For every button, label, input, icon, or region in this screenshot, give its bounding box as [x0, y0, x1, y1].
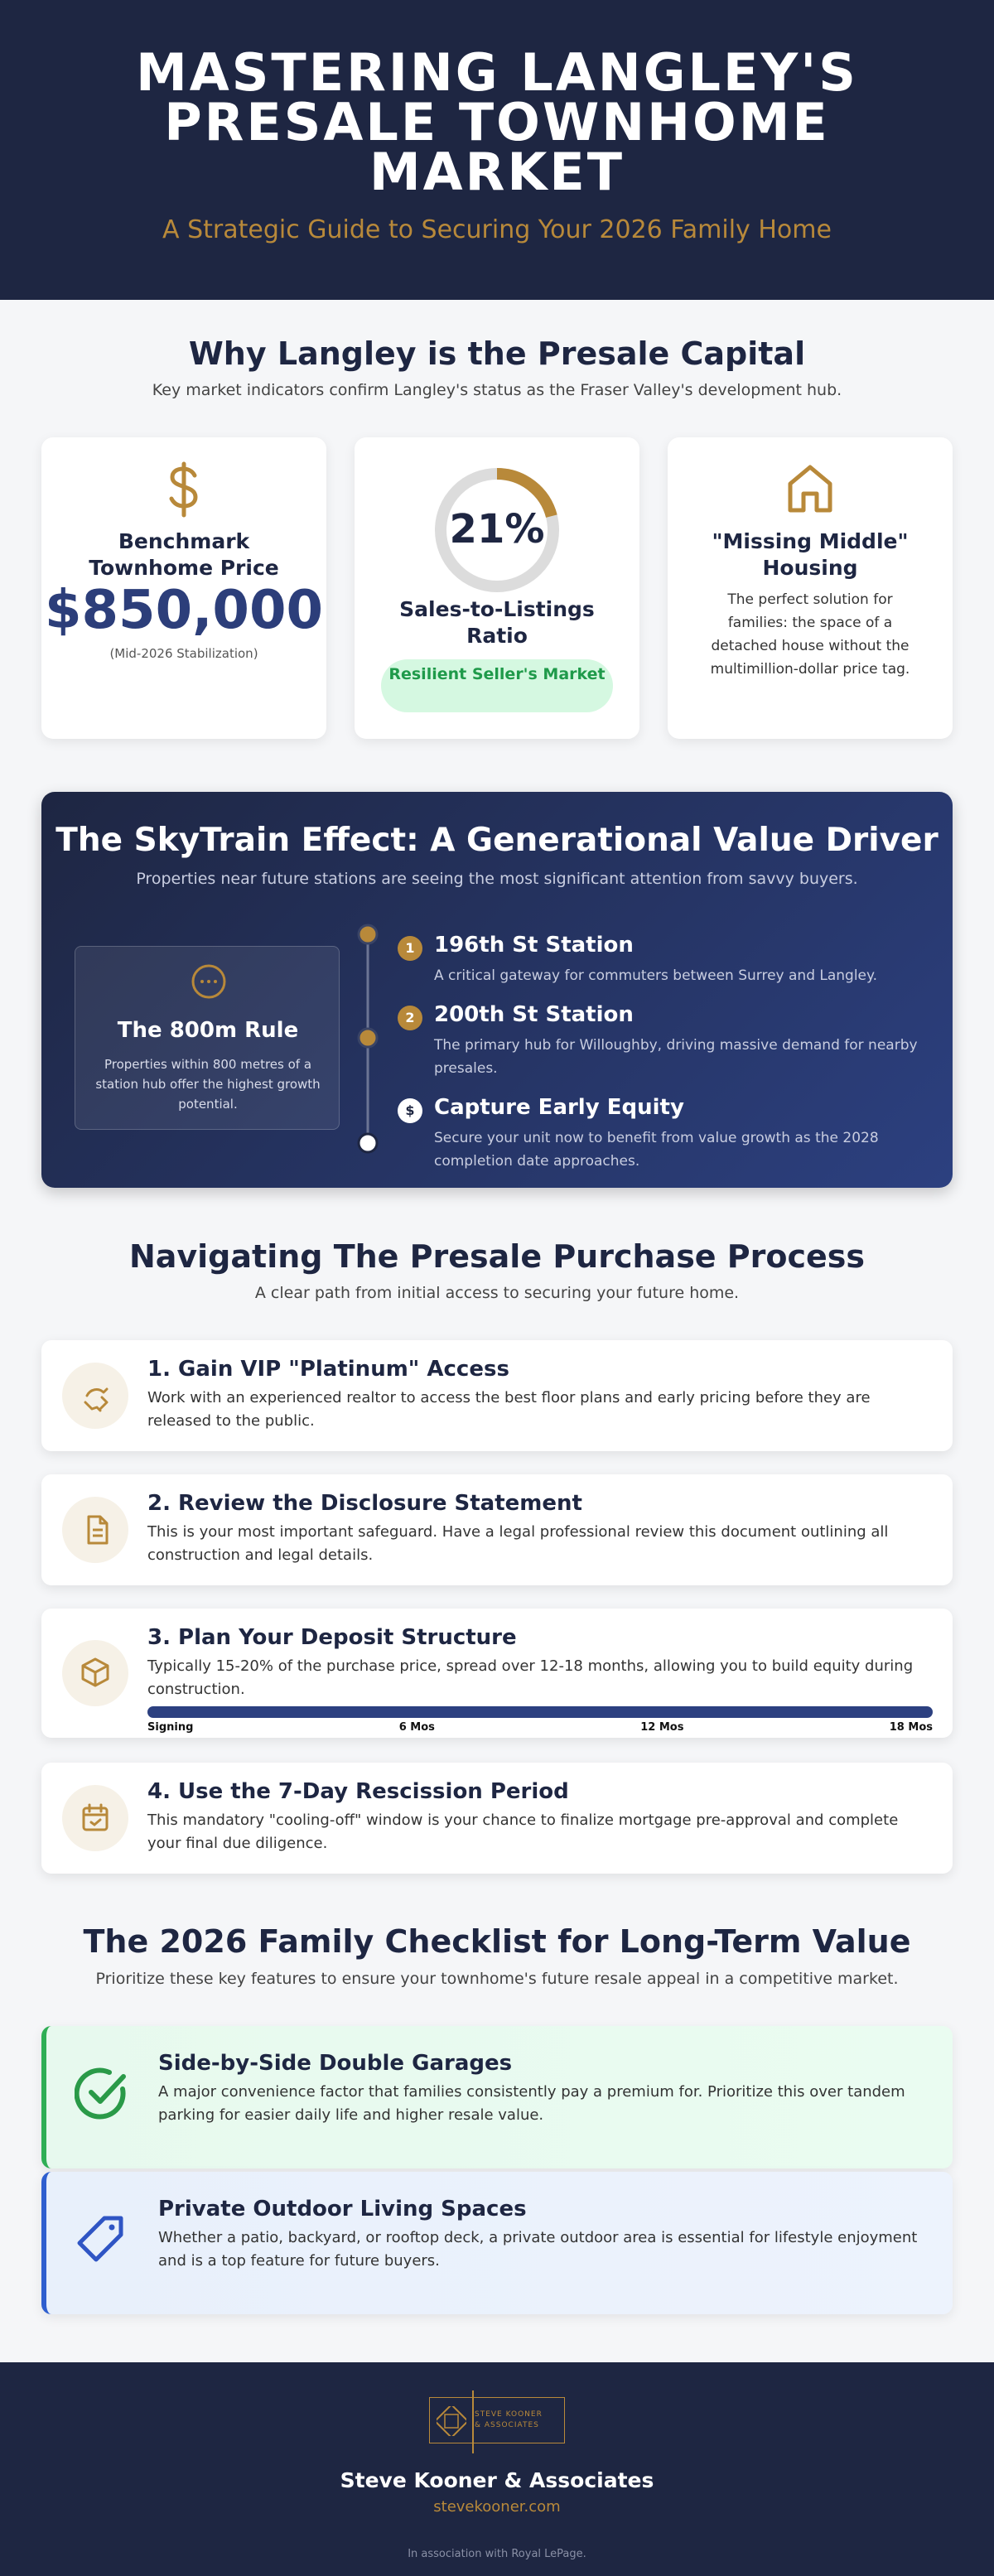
- item-description: A major convenience factor that families…: [158, 2083, 905, 2124]
- step-description: This is your most important safeguard. H…: [147, 1523, 889, 1564]
- step-icon: [62, 1363, 128, 1429]
- house-icon: [788, 465, 832, 513]
- item-description: Whether a patio, backyard, or rooftop de…: [158, 2229, 918, 2270]
- card-description: The perfect solution for families: the s…: [710, 591, 910, 678]
- card-title: Sales-to-Listings Ratio: [399, 597, 595, 648]
- footer-url[interactable]: stevekooner.com: [433, 2498, 561, 2516]
- card-title: Benchmark Townhome Price: [89, 529, 279, 580]
- station-description: The primary hub for Willoughby, driving …: [434, 1037, 918, 1077]
- rule-description: Properties within 800 metres of a statio…: [95, 1057, 321, 1112]
- station-description: A critical gateway for commuters between…: [434, 967, 878, 984]
- subtitle: A Strategic Guide to Securing Your 2026 …: [162, 215, 832, 244]
- section-heading: Why Langley is the Presale Capital: [188, 335, 806, 372]
- deposit-label: Signing: [147, 1721, 194, 1734]
- step-title: 3. Plan Your Deposit Structure: [147, 1625, 517, 1650]
- step-icon: [62, 1497, 128, 1563]
- item-title: Side-by-Side Double Garages: [158, 2051, 513, 2076]
- title-line: MARKET: [369, 142, 625, 202]
- process-step: 3. Plan Your Deposit Structure Typically…: [41, 1609, 953, 1738]
- rule-box: The 800m Rule Properties within 800 metr…: [75, 946, 340, 1130]
- logo-line: STEVE KOONER: [475, 2410, 543, 2419]
- badge: Resilient Seller's Market: [381, 659, 613, 712]
- title-line: PRESALE TOWNHOME: [164, 92, 830, 152]
- logo-rule: [472, 2390, 474, 2453]
- stat-card: 21% Sales-to-Listings Ratio Resilient Se…: [355, 437, 639, 739]
- logo: STEVE KOONER & ASSOCIATES: [429, 2397, 565, 2443]
- logo-text: STEVE KOONER & ASSOCIATES: [475, 2410, 543, 2431]
- section-subtitle: Prioritize these key features to ensure …: [95, 1970, 899, 1988]
- step-icon: [62, 1640, 128, 1706]
- rule-title: The 800m Rule: [117, 1018, 299, 1043]
- stat-card: Benchmark Townhome Price $850,000 (Mid-2…: [41, 437, 326, 739]
- footer: STEVE KOONER & ASSOCIATES Steve Kooner & …: [0, 2362, 994, 2576]
- checklist-item: Private Outdoor Living Spaces Whether a …: [41, 2172, 953, 2314]
- tag-icon: [77, 2216, 123, 2262]
- deposit-label: 6 Mos: [398, 1721, 435, 1734]
- station-title: Capture Early Equity: [434, 1095, 684, 1120]
- skytrain-panel: The SkyTrain Effect: A Generational Valu…: [41, 792, 953, 1188]
- process-step: 1. Gain VIP "Platinum" Access Work with …: [41, 1340, 953, 1451]
- title-line: MASTERING LANGLEY'S: [136, 42, 858, 103]
- footer-name: Steve Kooner & Associates: [340, 2468, 654, 2492]
- logo-mark: [437, 2406, 466, 2436]
- station-marker: 1: [398, 936, 422, 961]
- footer-note: In association with Royal LePage.: [408, 2548, 586, 2560]
- rule-icon: [191, 964, 226, 999]
- item-title: Private Outdoor Living Spaces: [158, 2197, 527, 2221]
- process-step: 4. Use the 7-Day Rescission Period This …: [41, 1763, 953, 1874]
- header: MASTERING LANGLEY'S PRESALE TOWNHOME MAR…: [0, 0, 994, 300]
- station-title: 200th St Station: [434, 1002, 634, 1027]
- dollar-icon: [169, 461, 198, 518]
- step-description: Work with an experienced realtor to acce…: [147, 1389, 871, 1430]
- step-description: Typically 15-20% of the purchase price, …: [147, 1657, 914, 1698]
- deposit-labels: Signing 6 Mos 12 Mos 18 Mos: [147, 1721, 933, 1734]
- card-title: "Missing Middle" Housing: [712, 529, 909, 580]
- deposit-bar: [147, 1706, 933, 1718]
- ring-label: 21%: [450, 506, 545, 552]
- step-title: 4. Use the 7-Day Rescission Period: [147, 1779, 569, 1804]
- card-note: (Mid-2026 Stabilization): [109, 646, 258, 661]
- timeline: [357, 924, 379, 1154]
- card-value: $850,000: [44, 580, 324, 641]
- section-subtitle: A clear path from initial access to secu…: [254, 1284, 740, 1302]
- section-subtitle: Key market indicators confirm Langley's …: [152, 381, 842, 399]
- logo-line: & ASSOCIATES: [475, 2421, 539, 2429]
- process-step: 2. Review the Disclosure Statement This …: [41, 1474, 953, 1585]
- deposit-label: 12 Mos: [640, 1721, 684, 1734]
- stat-card: "Missing Middle" Housing The perfect sol…: [668, 437, 953, 739]
- station-marker: 2: [398, 1006, 422, 1030]
- section-heading: The 2026 Family Checklist for Long-Term …: [83, 1923, 911, 1960]
- check-icon: [75, 2067, 126, 2120]
- section-heading: Navigating The Presale Purchase Process: [128, 1238, 866, 1275]
- station-description: Secure your unit now to benefit from val…: [434, 1130, 879, 1170]
- step-description: This mandatory "cooling-off" window is y…: [147, 1811, 899, 1852]
- step-title: 2. Review the Disclosure Statement: [147, 1491, 582, 1516]
- step-title: 1. Gain VIP "Platinum" Access: [147, 1357, 509, 1382]
- ring-arc: [435, 468, 559, 592]
- deposit-label: 18 Mos: [889, 1721, 933, 1734]
- panel-heading: The SkyTrain Effect: A Generational Valu…: [55, 822, 939, 859]
- ratio-ring: 21%: [435, 468, 559, 592]
- title: MASTERING LANGLEY'S PRESALE TOWNHOME MAR…: [0, 42, 994, 202]
- panel-subtitle: Properties near future stations are seei…: [136, 870, 858, 888]
- step-icon: [62, 1785, 128, 1851]
- station-title: 196th St Station: [434, 933, 634, 958]
- checklist-item: Side-by-Side Double Garages A major conv…: [41, 2026, 953, 2168]
- station-marker: $: [398, 1098, 422, 1123]
